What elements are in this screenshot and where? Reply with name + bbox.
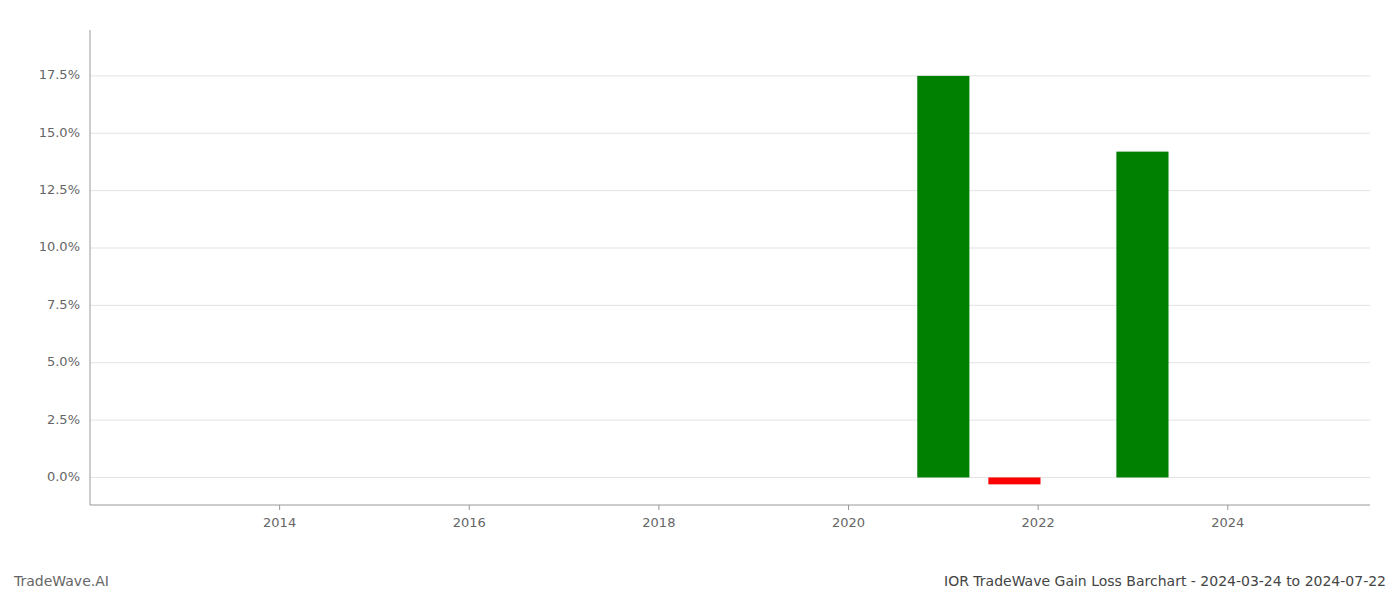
chart-svg: 0.0% 2.5% 5.0% 7.5% 10.0% 12.5% 15.0% 17.5% 2014…	[0, 0, 1400, 600]
x-tick	[279, 505, 280, 510]
x-tick-label: 2022	[1022, 515, 1055, 530]
x-tick-label: 2016	[453, 515, 486, 530]
x-tick-label: 2014	[263, 515, 296, 530]
bars	[917, 76, 1168, 484]
x-tick	[848, 505, 849, 510]
x-ticks: 2014 2016 2018 2020 2022 2024	[263, 505, 1244, 530]
bar	[1116, 152, 1168, 478]
y-tick-label: 5.0%	[47, 354, 80, 369]
y-tick-label: 12.5%	[39, 182, 80, 197]
bar	[988, 477, 1040, 484]
x-tick	[1227, 505, 1228, 510]
x-tick-label: 2018	[642, 515, 675, 530]
x-axis-line	[90, 505, 1370, 506]
y-tick-label: 15.0%	[39, 125, 80, 140]
y-tick-label: 17.5%	[39, 67, 80, 82]
chart-title: IOR TradeWave Gain Loss Barchart - 2024-…	[944, 573, 1386, 589]
x-tick	[1038, 505, 1039, 510]
y-tick-label: 0.0%	[47, 469, 80, 484]
grid-line	[90, 247, 1370, 248]
grid-line	[90, 75, 1370, 76]
grid-line	[90, 420, 1370, 421]
x-tick	[469, 505, 470, 510]
bar	[917, 76, 969, 478]
y-tick-label: 7.5%	[47, 297, 80, 312]
grid-line	[90, 477, 1370, 478]
x-tick	[658, 505, 659, 510]
grid-line	[90, 362, 1370, 363]
y-axis-line	[90, 30, 91, 505]
grid-line	[90, 305, 1370, 306]
y-tick-label: 2.5%	[47, 412, 80, 427]
y-tick-label: 10.0%	[39, 239, 80, 254]
y-tick-labels: 0.0% 2.5% 5.0% 7.5% 10.0% 12.5% 15.0% 17.5%	[39, 67, 80, 484]
chart-container: 0.0% 2.5% 5.0% 7.5% 10.0% 12.5% 15.0% 17.5% 2014…	[0, 0, 1400, 600]
x-tick-label: 2024	[1211, 515, 1244, 530]
y-grid	[90, 76, 1370, 478]
grid-line	[90, 133, 1370, 134]
x-tick-label: 2020	[832, 515, 865, 530]
grid-line	[90, 190, 1370, 191]
watermark: TradeWave.AI	[13, 573, 109, 589]
